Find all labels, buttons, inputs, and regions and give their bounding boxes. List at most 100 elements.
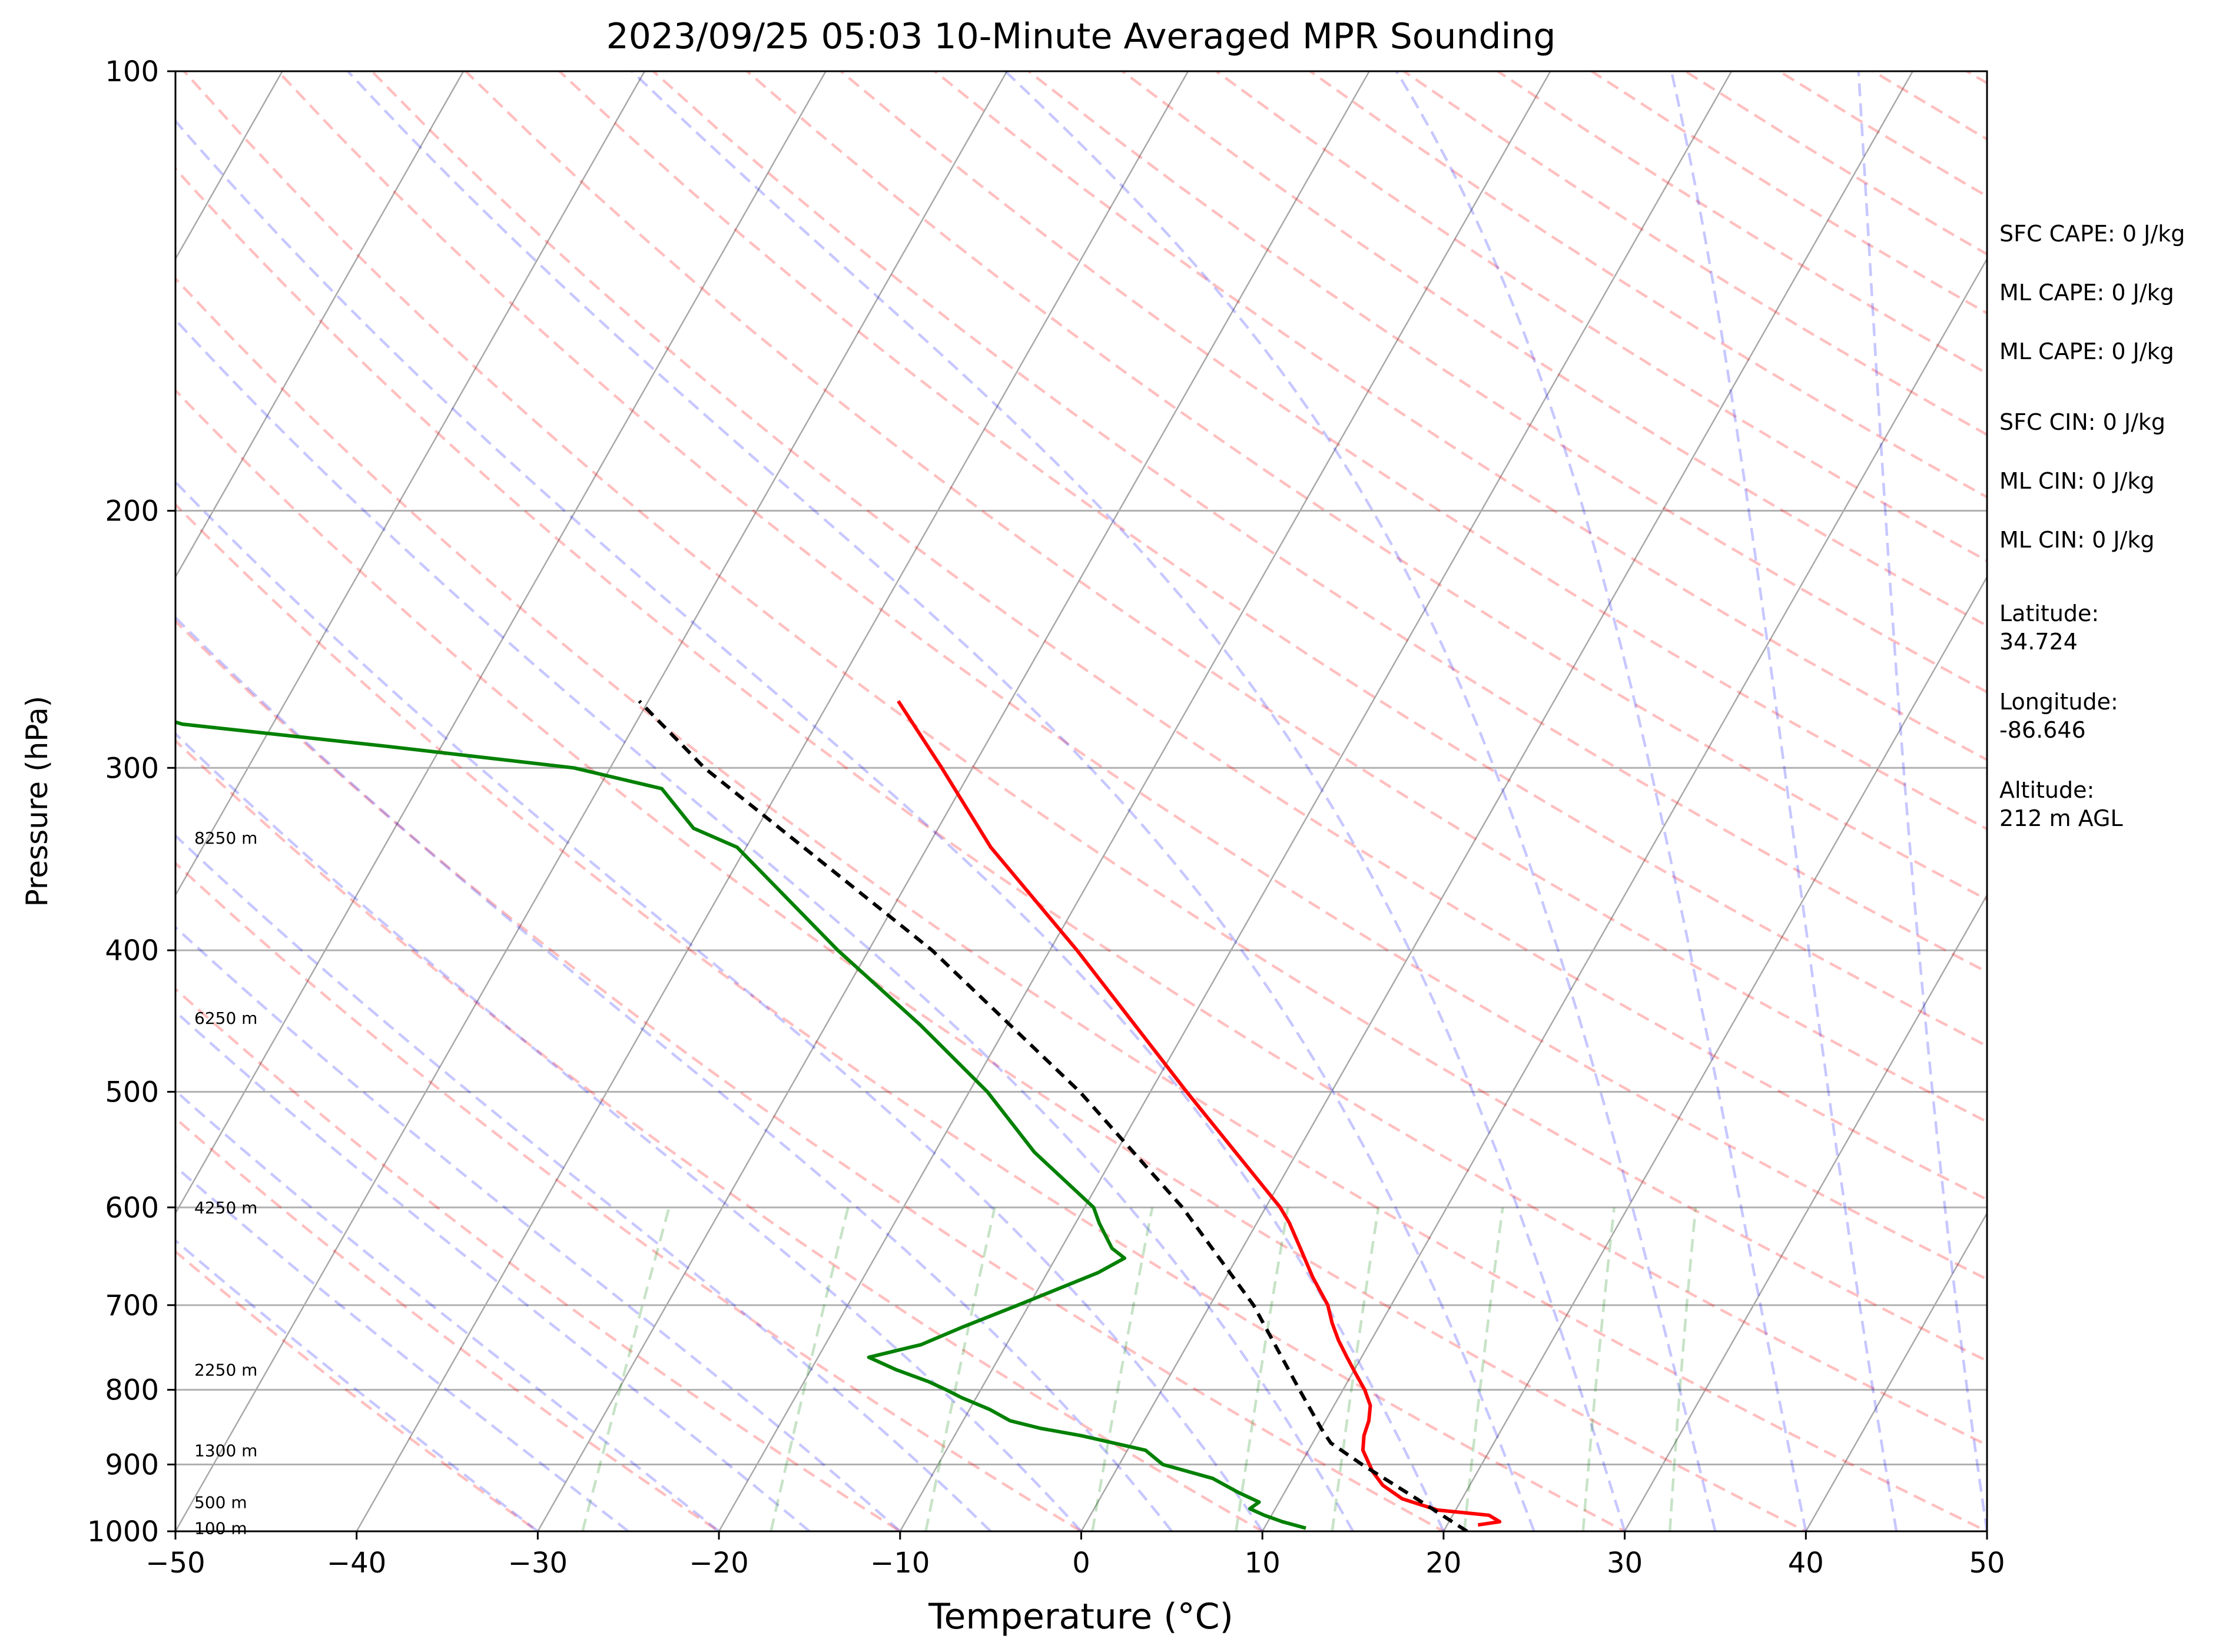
y-axis-label: Pressure (hPa) [20,696,54,907]
x-tick-label: −10 [870,1547,930,1580]
moist-adiabat [175,1010,811,1531]
isotherm-line [718,71,1551,1531]
moist-adiabat [1004,71,1717,1531]
plot-frame [174,70,1988,1532]
moist-adiabat [347,71,1535,1531]
moist-adiabat [175,925,901,1531]
moist-adiabat [175,1165,629,1531]
dry-adiabat [175,167,1987,1447]
y-tick-label: 700 [105,1289,159,1322]
dry-adiabat [175,1116,722,1531]
stats-annotation-line: ML CIN: 0 J/kg [1999,527,2154,553]
mixing-ratio-line [1668,1207,1697,1531]
isotherm-line [175,71,646,897]
x-tick-label: −20 [689,1547,748,1580]
x-tick-label: 50 [1969,1547,2005,1580]
moist-adiabat [175,480,1264,1531]
stats-annotation-line: SFC CAPE: 0 J/kg [1999,221,2185,247]
chart-title: 2023/09/25 05:03 10-Minute Averaged MPR … [606,16,1556,57]
height-label: 6250 m [194,1009,257,1028]
axes: −50 −40 −30 −20 −10 0 10 20 30 40 50 100 200 300 400 50… [87,55,2005,1580]
moist-adiabat [1670,71,1898,1531]
height-label: 4250 m [194,1198,257,1218]
moist-adiabat [175,834,992,1531]
stats-annotation-line: Longitude: [1999,689,2118,715]
dry-adiabat [175,276,1987,1531]
isotherm-line [175,71,827,1215]
dry-adiabat [175,739,1265,1531]
isotherm-line [1624,893,1987,1531]
stats-annotation: ML CIN: 0 J/kg [1999,468,2154,494]
dewpoint-profile-line [175,720,1306,1530]
y-tick-label: 200 [105,495,159,528]
stats-annotation-line: ML CAPE: 0 J/kg [1999,339,2174,364]
stats-annotations: SFC CAPE: 0 J/kg ML CAPE: 0 J/kg ML CAPE: … [1999,221,2185,831]
dry-adiabat [1027,71,1987,694]
stats-annotation-line: ML CAPE: 0 J/kg [1999,280,2174,306]
x-tick-label: 30 [1607,1547,1643,1580]
isotherm-line [899,71,1733,1531]
dry-adiabat [175,388,1809,1531]
mixing-ratio-line [769,1207,850,1531]
dry-adiabat [465,71,1987,1123]
height-label: 8250 m [194,828,257,848]
moist-adiabat [175,1239,539,1531]
isotherm-line [537,71,1370,1531]
x-tick-label: 20 [1425,1547,1461,1580]
dry-adiabat [277,71,1987,1281]
moist-adiabat [175,119,1445,1531]
stats-annotation: ML CAPE: 0 J/kg [1999,339,2174,364]
parcel-profile-line [638,699,1468,1531]
stats-annotation: SFC CIN: 0 J/kg [1999,409,2165,435]
y-tick-label: 800 [105,1374,159,1407]
mixing-ratio-line [924,1207,996,1531]
isotherm-line [356,71,1189,1531]
moist-adiabat [175,615,1173,1531]
mixing-ratio-line [1235,1207,1289,1531]
stats-annotation-line: 212 m AGL [1999,805,2123,831]
background-lines [175,71,2229,1531]
dry-adiabat [175,861,1084,1531]
isotherm-line [1805,1212,1987,1531]
moist-adiabat [1857,71,1987,1531]
height-label: 2250 m [194,1360,257,1379]
moist-adiabat [1395,71,1807,1531]
x-axis-label: Temperature (°C) [928,1596,1233,1637]
stats-annotation: Longitude: -86.646 [1999,689,2118,743]
x-tick-label: −30 [508,1547,568,1580]
stats-annotation: Altitude: 212 m AGL [1999,777,2123,831]
y-tick-label: 100 [105,55,159,88]
isotherm-line [1442,575,1987,1531]
mixing-ratio-line [1581,1207,1616,1531]
y-tick-label: 1000 [87,1515,159,1548]
isotherm-line [2168,71,2229,1531]
y-tick-label: 600 [105,1192,159,1225]
stats-annotation: ML CIN: 0 J/kg [1999,527,2154,553]
temperature-profile-line [897,700,1502,1527]
x-tick-label: 0 [1072,1547,1090,1580]
dry-adiabat [558,71,1987,1048]
height-label: 500 m [194,1492,247,1512]
isotherm-line [1262,257,1987,1531]
dry-adiabat [175,987,903,1531]
stats-annotation-line: -86.646 [1999,717,2086,743]
data-lines [175,699,1502,1531]
stats-annotation-line: Latitude: [1999,601,2099,626]
y-tick-label: 900 [105,1449,159,1482]
moist-adiabat [175,1089,720,1531]
height-label: 100 m [194,1519,247,1538]
y-tick-label: 300 [105,752,159,785]
height-label: 1300 m [194,1441,257,1460]
x-tick-label: 40 [1788,1547,1824,1580]
dry-adiabat [840,71,1987,831]
stats-annotation: Latitude: 34.724 [1999,601,2099,655]
stats-annotation: ML CAPE: 0 J/kg [1999,280,2174,306]
stats-annotation-line: ML CIN: 0 J/kg [1999,468,2154,494]
isotherm-line [175,71,465,579]
moist-adiabat [175,732,1083,1531]
x-tick-label: −50 [145,1547,205,1580]
y-tick-label: 400 [105,934,159,967]
stats-annotation-line: SFC CIN: 0 J/kg [1999,409,2165,435]
x-tick-label: 10 [1245,1547,1281,1580]
